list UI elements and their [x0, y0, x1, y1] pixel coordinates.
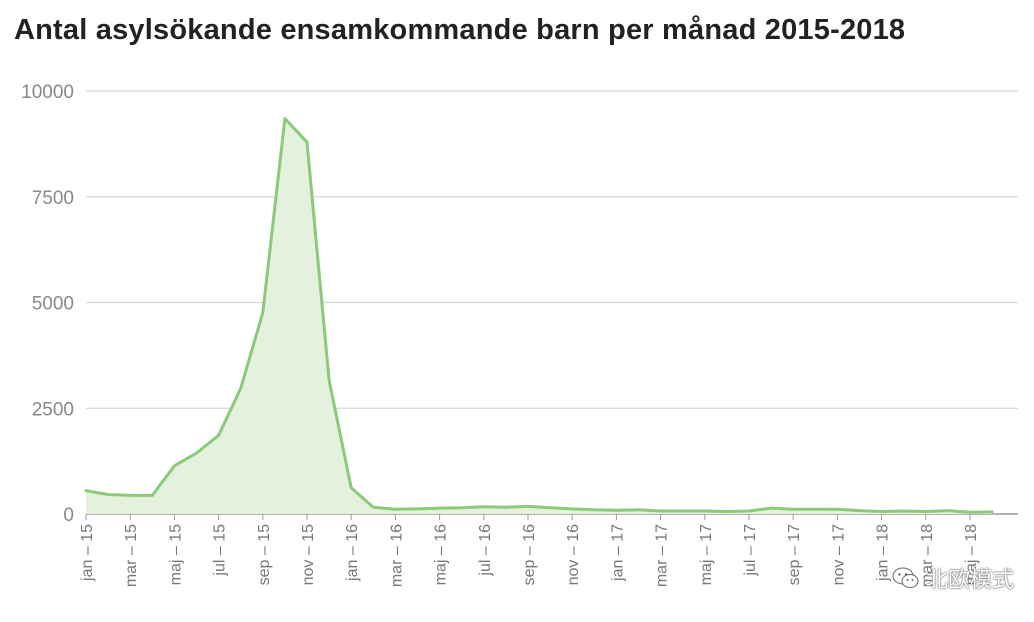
x-tick-label: jul – 15 [212, 524, 229, 577]
x-axis-ticks: jan – 15 mar – 15 maj – 15 jul – 15 sep – 15… [79, 514, 980, 587]
x-tick-label: maj – 18 [963, 524, 980, 585]
x-tick-label: jul – 16 [477, 524, 494, 577]
x-tick-label: maj – 17 [698, 524, 715, 585]
watermark: 北欧模式 [892, 562, 1014, 594]
x-tick-label: maj – 15 [167, 524, 184, 585]
area-fill [86, 118, 993, 514]
x-tick-label: mar – 15 [123, 524, 140, 587]
x-tick-label: jan – 17 [609, 524, 626, 582]
chart-title: Antal asylsökande ensamkommande barn per… [14, 14, 906, 46]
wechat-icon [892, 567, 919, 588]
y-tick-label: 10000 [21, 82, 74, 103]
x-tick-label: mar – 17 [654, 524, 671, 587]
x-tick-label: sep – 17 [786, 524, 803, 585]
watermark-text: 北欧模式 [925, 568, 1014, 593]
y-tick-label: 7500 [32, 188, 74, 209]
x-tick-label: mar – 16 [388, 524, 405, 587]
x-tick-label: nov – 16 [565, 524, 582, 585]
x-tick-label: maj – 16 [433, 524, 450, 585]
x-tick-label: mar – 18 [919, 524, 936, 587]
y-tick-label: 0 [63, 505, 74, 526]
x-tick-label: jul – 17 [742, 524, 759, 577]
data-series [84, 117, 994, 514]
y-tick-label: 2500 [32, 399, 74, 420]
x-tick-label: jan – 18 [875, 524, 892, 582]
y-tick-label: 5000 [32, 294, 74, 315]
series-line [84, 117, 994, 514]
x-tick-label: jan – 16 [344, 524, 361, 582]
x-tick-label: nov – 17 [830, 524, 847, 585]
y-axis-ticks: 0 2500 5000 7500 10000 [21, 82, 74, 526]
x-tick-label: nov – 15 [300, 524, 317, 585]
x-tick-label: sep – 15 [256, 524, 273, 585]
x-tick-label: sep – 16 [521, 524, 538, 585]
x-tick-label: jan – 15 [79, 524, 96, 582]
